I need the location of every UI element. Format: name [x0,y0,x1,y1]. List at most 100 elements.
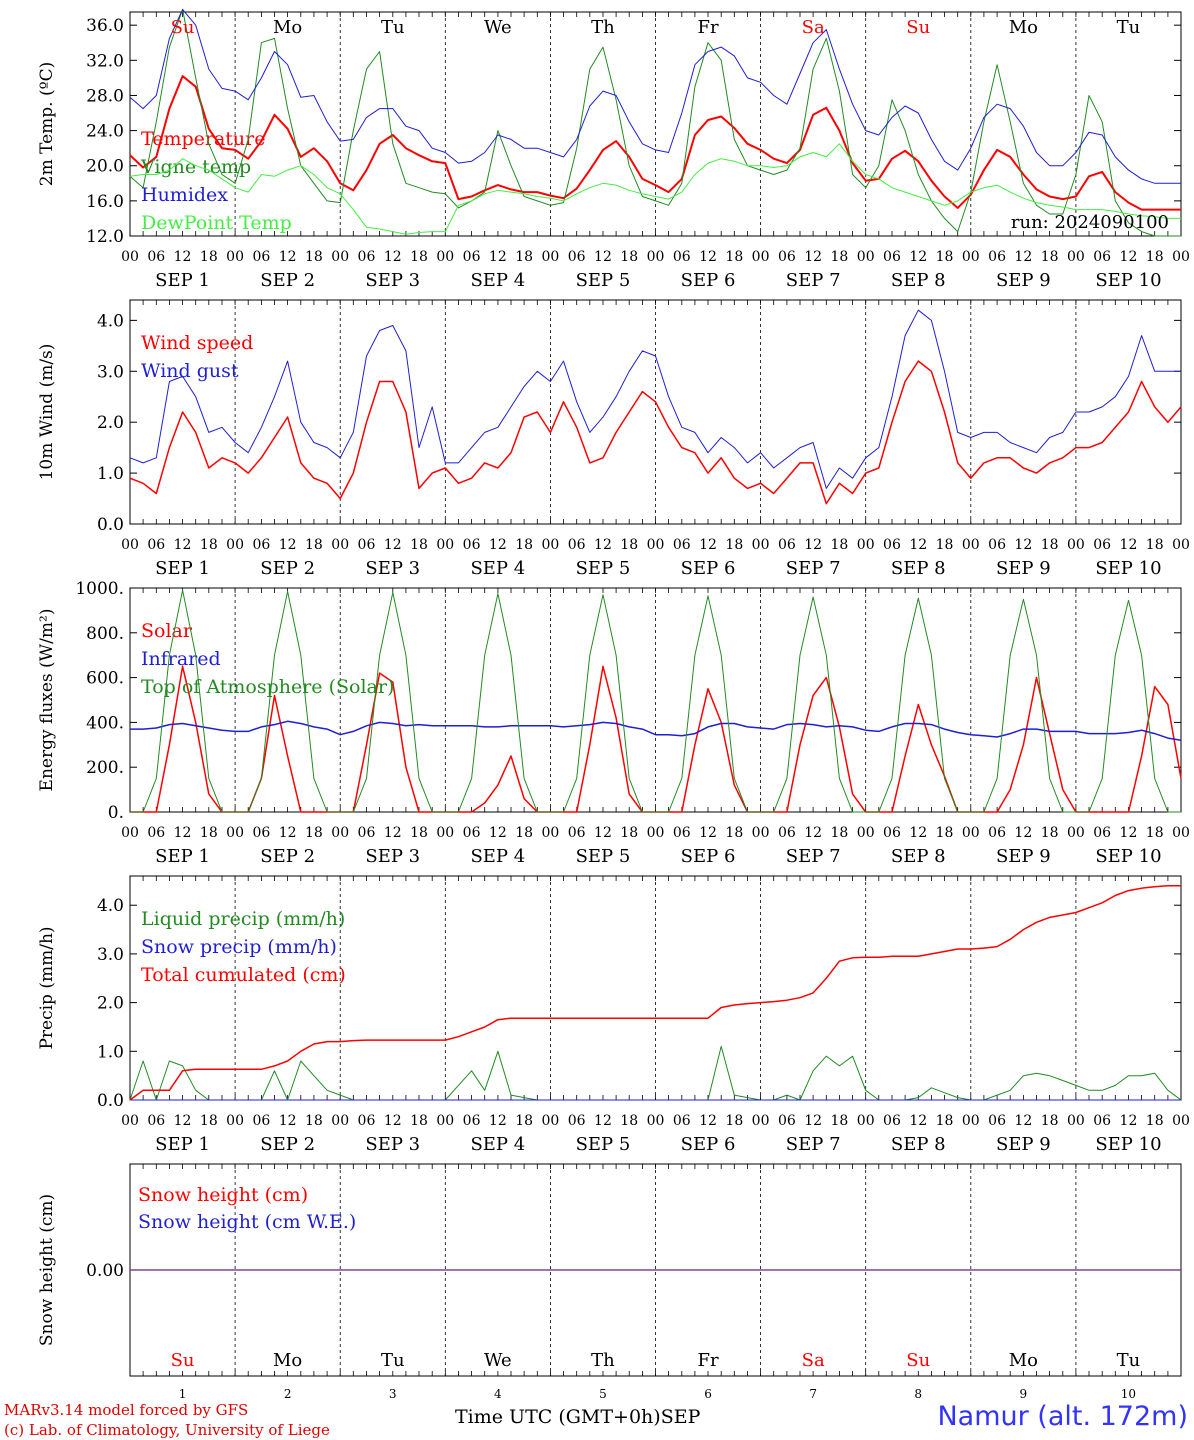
hour-tick-label: 12 [1120,249,1138,265]
day-number-label: 3 [389,1387,397,1401]
hour-tick-label: 06 [1093,825,1111,841]
day-of-week-label: Su [171,1350,195,1371]
date-label: SEP 7 [786,558,841,579]
legend-entry: Vigne temp [140,156,251,178]
day-number-label: 10 [1121,1387,1136,1401]
hour-tick-label: 06 [883,1113,901,1129]
day-of-week-label: We [484,17,512,38]
hour-tick-label: 18 [725,537,743,553]
legend-entry: Snow precip (mm/h) [141,936,337,958]
hour-tick-label: 12 [489,249,507,265]
hour-tick-label: 18 [200,1113,218,1129]
hour-tick-label: 00 [752,249,770,265]
y-tick-label: 200. [86,758,124,778]
date-label: SEP 6 [681,1134,736,1155]
legend-entry: Infrared [141,648,221,670]
hour-tick-label: 18 [515,537,533,553]
hour-tick-label: 06 [673,537,691,553]
hour-tick-label: 18 [725,825,743,841]
y-tick-label: 3.0 [97,945,124,965]
date-label: SEP 5 [576,846,631,867]
date-label: SEP 10 [1095,270,1161,291]
hour-tick-label: 12 [279,537,297,553]
hour-tick-label: 00 [647,537,665,553]
y-axis-label: Precip (mm/h) [37,926,57,1049]
hour-tick-label: 06 [778,1113,796,1129]
footer-credit: (c) Lab. of Climatology, University of L… [4,1421,330,1439]
day-number-label: 4 [494,1387,502,1401]
panel-frame-energy [129,587,1182,813]
hour-tick-label: 12 [174,825,192,841]
day-number-label: 8 [914,1387,922,1401]
x-axis-title: Time UTC (GMT+0h) [455,1406,661,1428]
date-label: SEP 1 [155,270,210,291]
hour-tick-label: 18 [936,537,954,553]
hour-tick-label: 12 [1014,249,1032,265]
hour-tick-label: 18 [200,249,218,265]
hour-tick-label: 12 [594,249,612,265]
hour-tick-label: 18 [515,1113,533,1129]
date-label: SEP 2 [260,846,315,867]
y-tick-label: 0. [108,803,124,823]
hour-tick-label: 12 [174,249,192,265]
y-tick-label: 1000. [75,579,124,599]
y-tick-label: 28.0 [86,86,124,106]
hour-tick-label: 06 [252,249,270,265]
series-line-precip-2 [129,884,1181,1101]
hour-tick-label: 12 [489,1113,507,1129]
date-label: SEP 5 [576,270,631,291]
hour-tick-label: 18 [936,1113,954,1129]
legend-entry: Humidex [141,184,228,206]
panel-ticks-energy [129,588,1182,812]
hour-tick-label: 12 [384,1113,402,1129]
hour-tick-label: 18 [725,249,743,265]
date-label: SEP 10 [1095,1134,1161,1155]
x-axis-month: SEP [660,1406,701,1428]
day-of-week-label: Mo [1009,17,1038,38]
hour-tick-label: 18 [1041,537,1059,553]
date-label: SEP 2 [260,1134,315,1155]
footer-model: MARv3.14 model forced by GFS [4,1401,249,1419]
series-line-wind-1 [129,309,1181,489]
date-label: SEP 4 [470,846,525,867]
date-label: SEP 7 [786,846,841,867]
hour-tick-label: 00 [1067,1113,1085,1129]
y-tick-label: 32.0 [86,51,124,71]
hour-tick-label: 12 [174,537,192,553]
hour-tick-label: 18 [831,537,849,553]
run-annotation: run: 2024090100 [1011,212,1169,233]
day-of-week-label: Su [171,17,195,38]
date-label: SEP 9 [996,1134,1051,1155]
y-tick-label: 16.0 [86,192,124,212]
hour-tick-label: 06 [358,825,376,841]
day-of-week-label: Fr [698,1350,719,1371]
hour-tick-label: 06 [568,1113,586,1129]
hour-tick-label: 18 [936,825,954,841]
y-tick-label: 12.0 [86,227,124,247]
series-line-temp-3 [129,143,1181,235]
date-label: SEP 6 [681,846,736,867]
hour-tick-label: 06 [988,1113,1006,1129]
legend-entry: Liquid precip (mm/h) [141,908,345,930]
panel-ticks-temp [129,12,1182,236]
hour-tick-label: 00 [1172,537,1190,553]
hour-tick-label: 00 [752,537,770,553]
date-label: SEP 3 [365,1134,420,1155]
y-tick-label: 0.00 [86,1261,124,1281]
y-tick-label: 600. [86,669,124,689]
hour-tick-label: 12 [279,1113,297,1129]
y-axis-label: Energy fluxes (W/m²) [37,609,57,792]
y-tick-label: 20.0 [86,157,124,177]
date-label: SEP 7 [786,270,841,291]
hour-tick-label: 18 [305,537,323,553]
hour-tick-label: 12 [909,537,927,553]
hour-tick-label: 00 [1067,825,1085,841]
series-line-wind-0 [129,360,1182,505]
hour-tick-label: 06 [147,825,165,841]
day-of-week-label: Tu [381,1350,405,1371]
y-tick-label: 0.0 [97,1091,124,1111]
hour-tick-label: 12 [699,249,717,265]
hour-tick-label: 18 [620,825,638,841]
legend-entry: Wind speed [141,332,253,354]
